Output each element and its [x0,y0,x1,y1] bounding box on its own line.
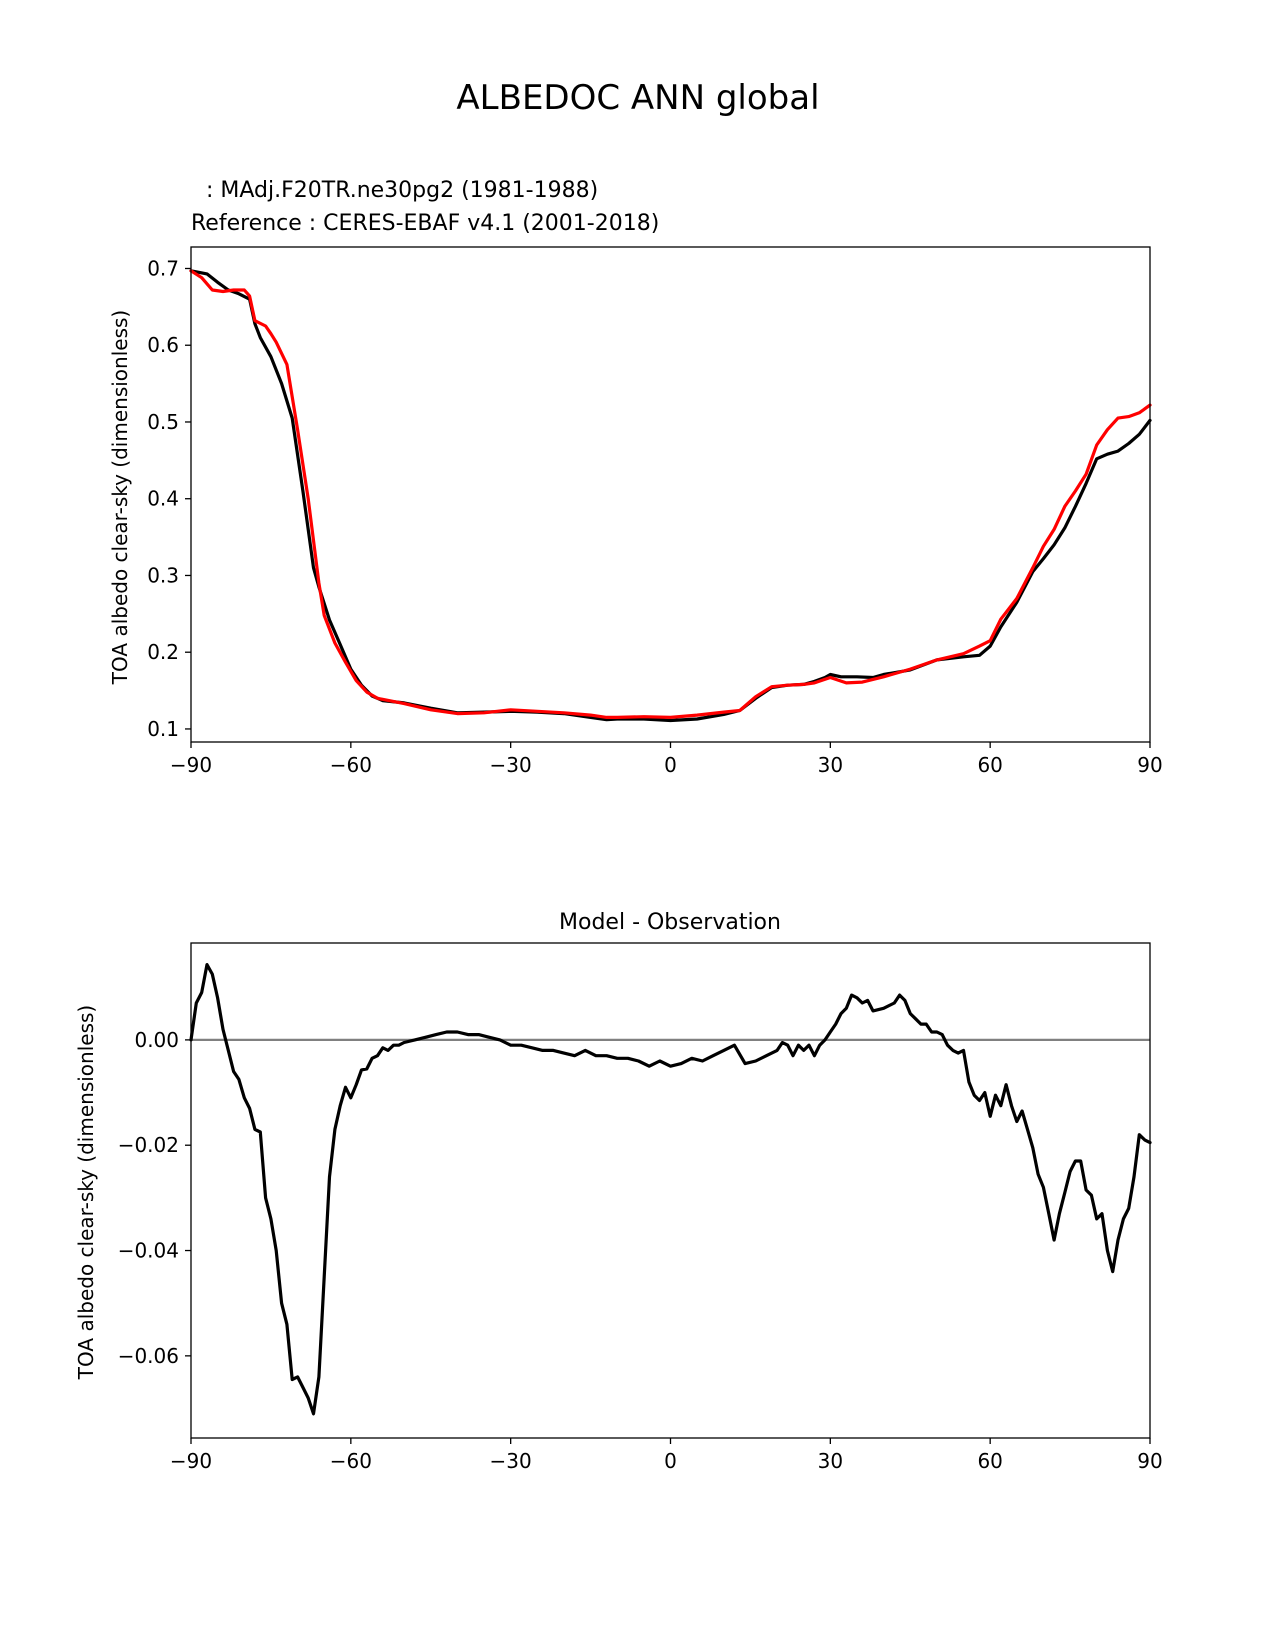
bottom-x-tick-label: 0 [664,1449,677,1473]
bottom-x-tick-label: −60 [330,1449,372,1473]
top-y-tick-label: 0.1 [147,717,179,741]
bottom-series-line-0 [189,962,1152,1416]
top-x-tick-label: 90 [1137,753,1162,777]
top-x-tick-label: 0 [664,753,677,777]
top-y-tick-label: 0.2 [147,640,179,664]
top-y-tick-label: 0.4 [147,487,179,511]
top-line-chart: : MAdj.F20TR.ne30pg2 (1981-1988) Referen… [108,178,1163,777]
bottom-x-tick-label: 90 [1137,1449,1162,1473]
top-y-axis-label: TOA albedo clear-sky (dimensionless) [108,310,132,685]
bottom-line-chart: Model - Observation TOA albedo clear-sky… [74,910,1163,1473]
top-x-tick-label: 30 [818,753,843,777]
bottom-x-tick-label: 60 [977,1449,1002,1473]
top-x-tick-label: 60 [977,753,1002,777]
bottom-y-tick-label: −0.06 [118,1344,179,1368]
bottom-y-axis-label: TOA albedo clear-sky (dimensionless) [74,1005,98,1380]
bottom-y-tick-label: 0.00 [134,1028,179,1052]
top-plot-area: −90 −60 −30 0 30 60 90 0.1 0.2 0.3 0.4 0.5 0.6 0.7 [147,256,1163,777]
difference-title: Model - Observation [559,910,781,935]
test-case-title: : MAdj.F20TR.ne30pg2 (1981-1988) [206,178,598,203]
top-x-tick-label: −90 [170,753,212,777]
top-y-tick-label: 0.6 [147,333,179,357]
bottom-y-tick-label: −0.02 [118,1133,179,1157]
reference-title: Reference : CERES-EBAF v4.1 (2001-2018) [191,211,659,236]
top-series-line-1 [189,269,1152,720]
top-x-tick-label: −30 [490,753,532,777]
bottom-axes-frame [190,942,1151,1439]
bottom-x-tick-label: −90 [170,1449,212,1473]
figure-suptitle: ALBEDOC ANN global [456,78,819,118]
bottom-plot-area: −90 −60 −30 0 30 60 90 0.00 −0.02 −0.04 −0.06 [118,962,1163,1473]
top-axes-frame [190,246,1151,743]
top-y-tick-label: 0.7 [147,256,179,280]
top-y-tick-label: 0.3 [147,563,179,587]
top-series-line-0 [189,269,1152,723]
top-x-tick-label: −60 [330,753,372,777]
bottom-y-tick-label: −0.04 [118,1239,179,1263]
bottom-x-tick-label: 30 [818,1449,843,1473]
bottom-x-tick-label: −30 [490,1449,532,1473]
top-y-tick-label: 0.5 [147,410,179,434]
